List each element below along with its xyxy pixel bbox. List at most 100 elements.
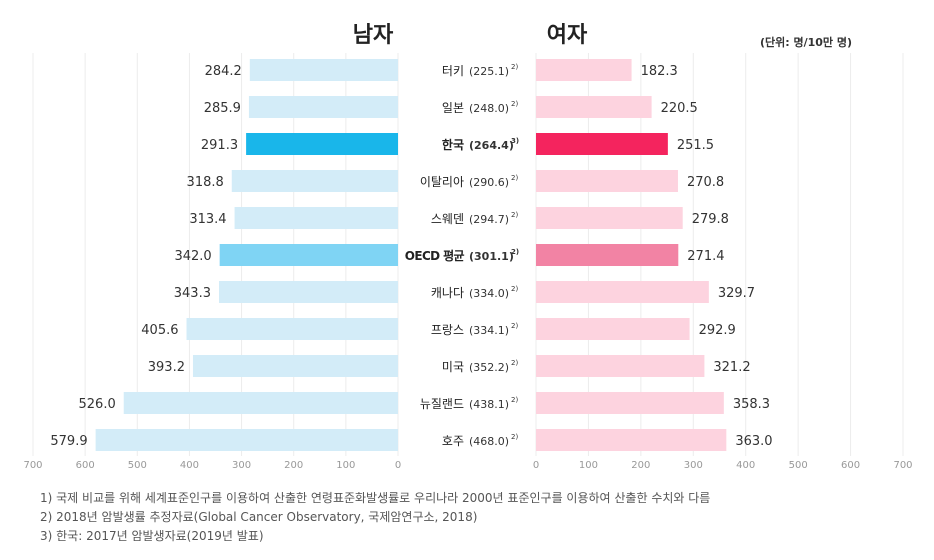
total-label: (334.1) (469, 324, 509, 337)
footnote-ref: 2) (511, 248, 519, 256)
total-label: (301.1) (469, 250, 514, 263)
male-bar (95, 429, 399, 451)
x-tick-label-right: 700 (893, 460, 912, 471)
male-bar (219, 244, 398, 266)
category-label: 스웨덴 (431, 212, 464, 226)
total-label: (468.0) (469, 435, 509, 448)
female-value-label: 270.8 (687, 175, 724, 190)
x-tick-label-left: 200 (284, 460, 303, 471)
footnote-ref: 2) (511, 396, 518, 404)
female-bar (536, 133, 668, 155)
footnote-ref: 2) (511, 322, 518, 330)
female-bar (536, 244, 679, 266)
female-value-label: 279.8 (692, 212, 729, 227)
total-label: (334.0) (469, 287, 509, 300)
male-value-label: 343.3 (174, 286, 211, 301)
x-tick-label-left: 0 (395, 460, 401, 471)
x-tick-label-left: 500 (128, 460, 147, 471)
category-label: 이탈리아 (420, 175, 464, 189)
footnote-ref: 2) (511, 63, 518, 71)
male-bar (218, 281, 398, 303)
male-bar (231, 170, 398, 192)
x-tick-label-left: 300 (232, 460, 251, 471)
female-bar (536, 318, 690, 340)
female-value-label: 220.5 (661, 101, 698, 116)
female-bar (536, 59, 632, 81)
x-tick-label-left: 600 (76, 460, 95, 471)
female-value-label: 292.9 (699, 323, 736, 338)
x-tick-label-right: 0 (533, 460, 539, 471)
male-value-label: 285.9 (204, 101, 241, 116)
category-label: 뉴질랜드 (420, 397, 464, 411)
female-value-label: 363.0 (735, 434, 772, 449)
category-label: 호주 (442, 434, 464, 448)
x-tick-label-right: 200 (631, 460, 650, 471)
category-label: 미국 (442, 360, 464, 374)
male-value-label: 393.2 (148, 360, 185, 375)
male-bar (249, 59, 398, 81)
footnote-1: 1) 국제 비교를 위해 세계표준인구를 이용하여 산출한 연령표준화발생률로 … (40, 491, 711, 505)
female-bar (536, 429, 727, 451)
footnote-ref: 2) (511, 211, 518, 219)
total-label: (264.4) (469, 139, 514, 152)
total-label: (352.2) (469, 361, 509, 374)
female-value-label: 321.2 (713, 360, 750, 375)
footnote-3: 3) 한국: 2017년 암발생자료(2019년 발표) (40, 529, 264, 543)
x-tick-label-left: 100 (336, 460, 355, 471)
footnote-ref: 2) (511, 174, 518, 182)
category-label: 일본 (442, 101, 464, 115)
male-title: 남자 (353, 23, 394, 48)
x-tick-label-right: 100 (579, 460, 598, 471)
labels: 0 0 100 100 200 200 300 300 400 400 500 500 600 600 70… (23, 63, 912, 471)
total-label: (225.1) (469, 65, 509, 78)
x-tick-label-right: 300 (684, 460, 703, 471)
female-bar (536, 281, 709, 303)
x-tick-label-right: 600 (841, 460, 860, 471)
x-tick-label-right: 400 (736, 460, 755, 471)
x-tick-label-left: 700 (23, 460, 42, 471)
x-tick-label-right: 500 (789, 460, 808, 471)
footnote-ref: 2) (511, 359, 518, 367)
female-value-label: 329.7 (718, 286, 755, 301)
total-label: (290.6) (469, 176, 509, 189)
male-value-label: 318.8 (187, 175, 224, 190)
footnote-ref: 2) (511, 433, 518, 441)
male-value-label: 313.4 (189, 212, 226, 227)
category-label: OECD 평균 (405, 249, 465, 263)
female-bar (536, 392, 724, 414)
total-label: (248.0) (469, 102, 509, 115)
male-value-label: 579.9 (50, 434, 87, 449)
footnotes: 1) 국제 비교를 위해 세계표준인구를 이용하여 산출한 연령표준화발생률로 … (40, 489, 710, 546)
total-label: (438.1) (469, 398, 509, 411)
female-bar (536, 170, 678, 192)
male-value-label: 405.6 (141, 323, 178, 338)
category-label: 프랑스 (431, 323, 464, 337)
male-value-label: 284.2 (205, 64, 242, 79)
male-value-label: 342.0 (174, 249, 211, 264)
footnote-ref: 2) (511, 100, 518, 108)
footnote-2: 2) 2018년 암발생률 추정자료(Global Cancer Observa… (40, 510, 478, 524)
male-value-label: 291.3 (201, 138, 238, 153)
male-value-label: 526.0 (79, 397, 116, 412)
female-value-label: 271.4 (687, 249, 724, 264)
cancer-incidence-chart: 0 0 100 100 200 200 300 300 400 400 500 500 600 600 70… (23, 23, 912, 471)
category-label: 터키 (442, 64, 464, 78)
male-bar (246, 133, 398, 155)
female-title: 여자 (547, 23, 588, 48)
total-label: (294.7) (469, 213, 509, 226)
male-bar (123, 392, 398, 414)
female-value-label: 182.3 (641, 64, 678, 79)
footnote-ref: 2) (511, 285, 518, 293)
male-bar (248, 96, 398, 118)
male-bar (192, 355, 398, 377)
female-value-label: 358.3 (733, 397, 770, 412)
female-bar (536, 207, 683, 229)
category-label: 캐나다 (431, 286, 464, 300)
footnote-ref: 3) (511, 137, 519, 145)
female-value-label: 251.5 (677, 138, 714, 153)
male-bar (186, 318, 398, 340)
female-bar (536, 355, 705, 377)
bars (95, 59, 727, 451)
female-bar (536, 96, 652, 118)
male-bar (234, 207, 398, 229)
